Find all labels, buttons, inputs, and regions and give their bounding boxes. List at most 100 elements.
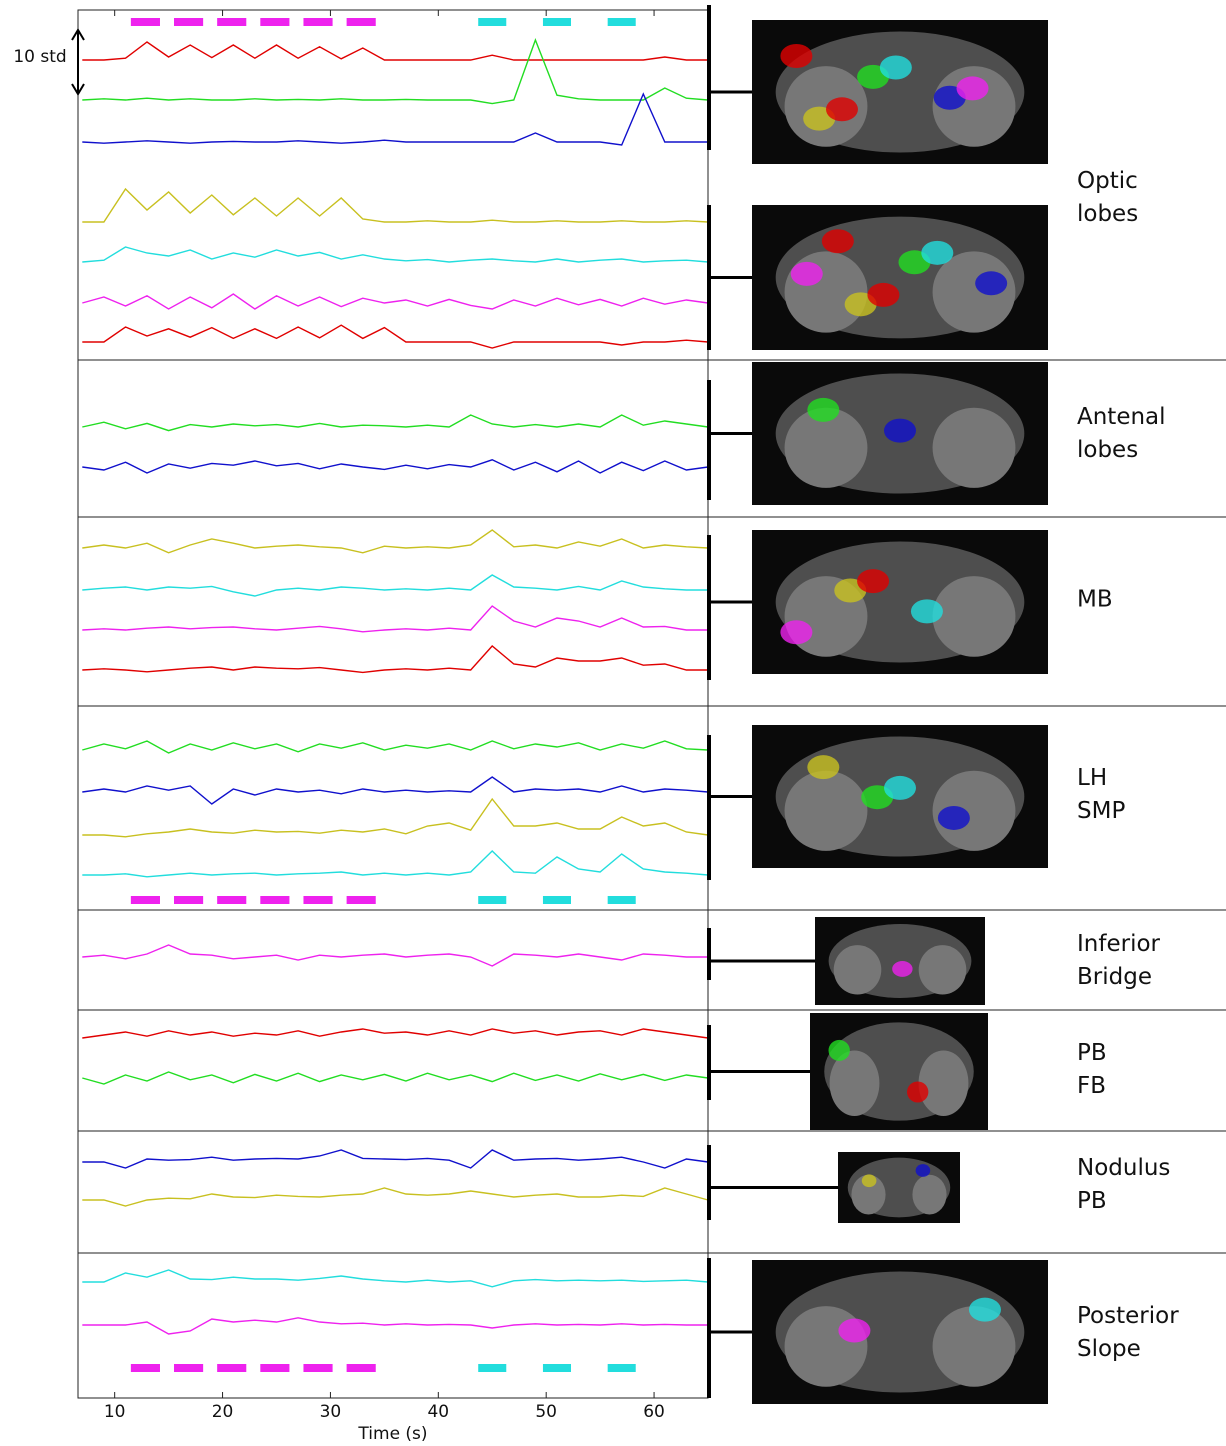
region-label: lobes — [1077, 201, 1138, 227]
trace — [82, 741, 708, 753]
brain-shape — [919, 1050, 969, 1116]
stimulus-bar — [608, 896, 636, 904]
brain-roi — [807, 398, 839, 422]
region-label: Posterior — [1077, 1303, 1179, 1329]
brain-roi — [884, 419, 916, 443]
stimulus-bar — [478, 1364, 506, 1372]
stimulus-bar — [303, 18, 332, 26]
stimulus-bar — [543, 896, 571, 904]
stimulus-bar — [217, 896, 246, 904]
brain-roi — [911, 599, 943, 623]
trace — [82, 460, 708, 473]
brain-roi — [957, 76, 989, 100]
stimulus-bar — [543, 18, 571, 26]
stimulus-bar — [608, 18, 636, 26]
figure: 10 std Time (s) 102030405060OpticlobesAn… — [0, 0, 1226, 1446]
trace — [82, 1029, 708, 1038]
stimulus-bar — [260, 18, 289, 26]
region-label: MB — [1077, 587, 1113, 613]
trace — [82, 945, 708, 966]
stimulus-bar — [543, 1364, 571, 1372]
group-bar — [707, 1025, 711, 1100]
brain-roi — [791, 262, 823, 286]
region-label: FB — [1077, 1073, 1106, 1099]
trace — [82, 646, 708, 672]
group-bar — [707, 535, 711, 680]
region-label: Inferior — [1077, 931, 1161, 957]
brain-shape — [933, 408, 1016, 488]
trace — [82, 851, 708, 877]
stimulus-bar — [260, 896, 289, 904]
brain-roi — [907, 1081, 928, 1102]
region-label: lobes — [1077, 437, 1138, 463]
group-bar — [707, 1258, 711, 1398]
region-label: Antenal — [1077, 404, 1166, 430]
brain-roi — [880, 56, 912, 80]
group-bar — [707, 5, 711, 150]
brain-roi — [807, 755, 839, 779]
stimulus-bar — [347, 896, 376, 904]
trace — [82, 606, 708, 632]
stimulus-bar — [131, 1364, 160, 1372]
brain-roi — [884, 776, 916, 800]
trace — [82, 247, 708, 262]
brain-shape — [912, 1175, 946, 1215]
brain-roi — [862, 1174, 877, 1187]
region-label: Optic — [1077, 168, 1138, 194]
stimulus-bar — [347, 1364, 376, 1372]
trace — [82, 415, 708, 431]
brain-roi — [780, 620, 812, 644]
trace — [82, 40, 708, 104]
x-tick-label: 60 — [643, 1402, 665, 1422]
scale-label: 10 std — [13, 47, 66, 67]
brain-roi — [938, 806, 970, 830]
region-label: PB — [1077, 1188, 1107, 1214]
x-tick-label: 50 — [535, 1402, 557, 1422]
x-tick-label: 30 — [320, 1402, 342, 1422]
trace — [82, 94, 708, 145]
stimulus-bar — [478, 18, 506, 26]
brain-roi — [921, 241, 953, 265]
group-bar — [707, 735, 711, 880]
brain-shape — [785, 1306, 868, 1387]
trace — [82, 530, 708, 553]
brain-roi — [892, 961, 912, 977]
region-label: Slope — [1077, 1336, 1141, 1362]
stimulus-bar — [174, 896, 203, 904]
brain-roi — [829, 1040, 850, 1061]
stimulus-bar — [478, 896, 506, 904]
region-label: Nodulus — [1077, 1155, 1170, 1181]
stimulus-bar — [217, 18, 246, 26]
group-bar — [707, 380, 711, 500]
x-tick-label: 40 — [427, 1402, 449, 1422]
stimulus-bar — [174, 1364, 203, 1372]
brain-roi — [916, 1164, 931, 1177]
stimulus-bar — [608, 1364, 636, 1372]
group-bar — [707, 928, 711, 980]
trace — [82, 1150, 708, 1168]
trace — [82, 42, 708, 60]
trace — [82, 799, 708, 837]
trace — [82, 1318, 708, 1334]
trace — [82, 189, 708, 222]
x-axis-label: Time (s) — [357, 1424, 427, 1444]
trace — [82, 325, 708, 348]
group-bar — [707, 1145, 711, 1220]
brain-shape — [933, 576, 1016, 657]
region-label: SMP — [1077, 798, 1125, 824]
brain-roi — [838, 1319, 870, 1343]
stimulus-bar — [260, 1364, 289, 1372]
region-label: PB — [1077, 1040, 1107, 1066]
brain-shape — [933, 251, 1016, 332]
x-tick-label: 10 — [104, 1402, 126, 1422]
stimulus-bar — [217, 1364, 246, 1372]
brain-roi — [975, 271, 1007, 295]
stimulus-bar — [131, 896, 160, 904]
brain-shape — [834, 945, 882, 994]
region-label: Bridge — [1077, 964, 1152, 990]
trace — [82, 1270, 708, 1287]
brain-roi — [867, 283, 899, 307]
stimulus-bar — [174, 18, 203, 26]
brain-shape — [785, 771, 868, 851]
trace — [82, 1072, 708, 1084]
